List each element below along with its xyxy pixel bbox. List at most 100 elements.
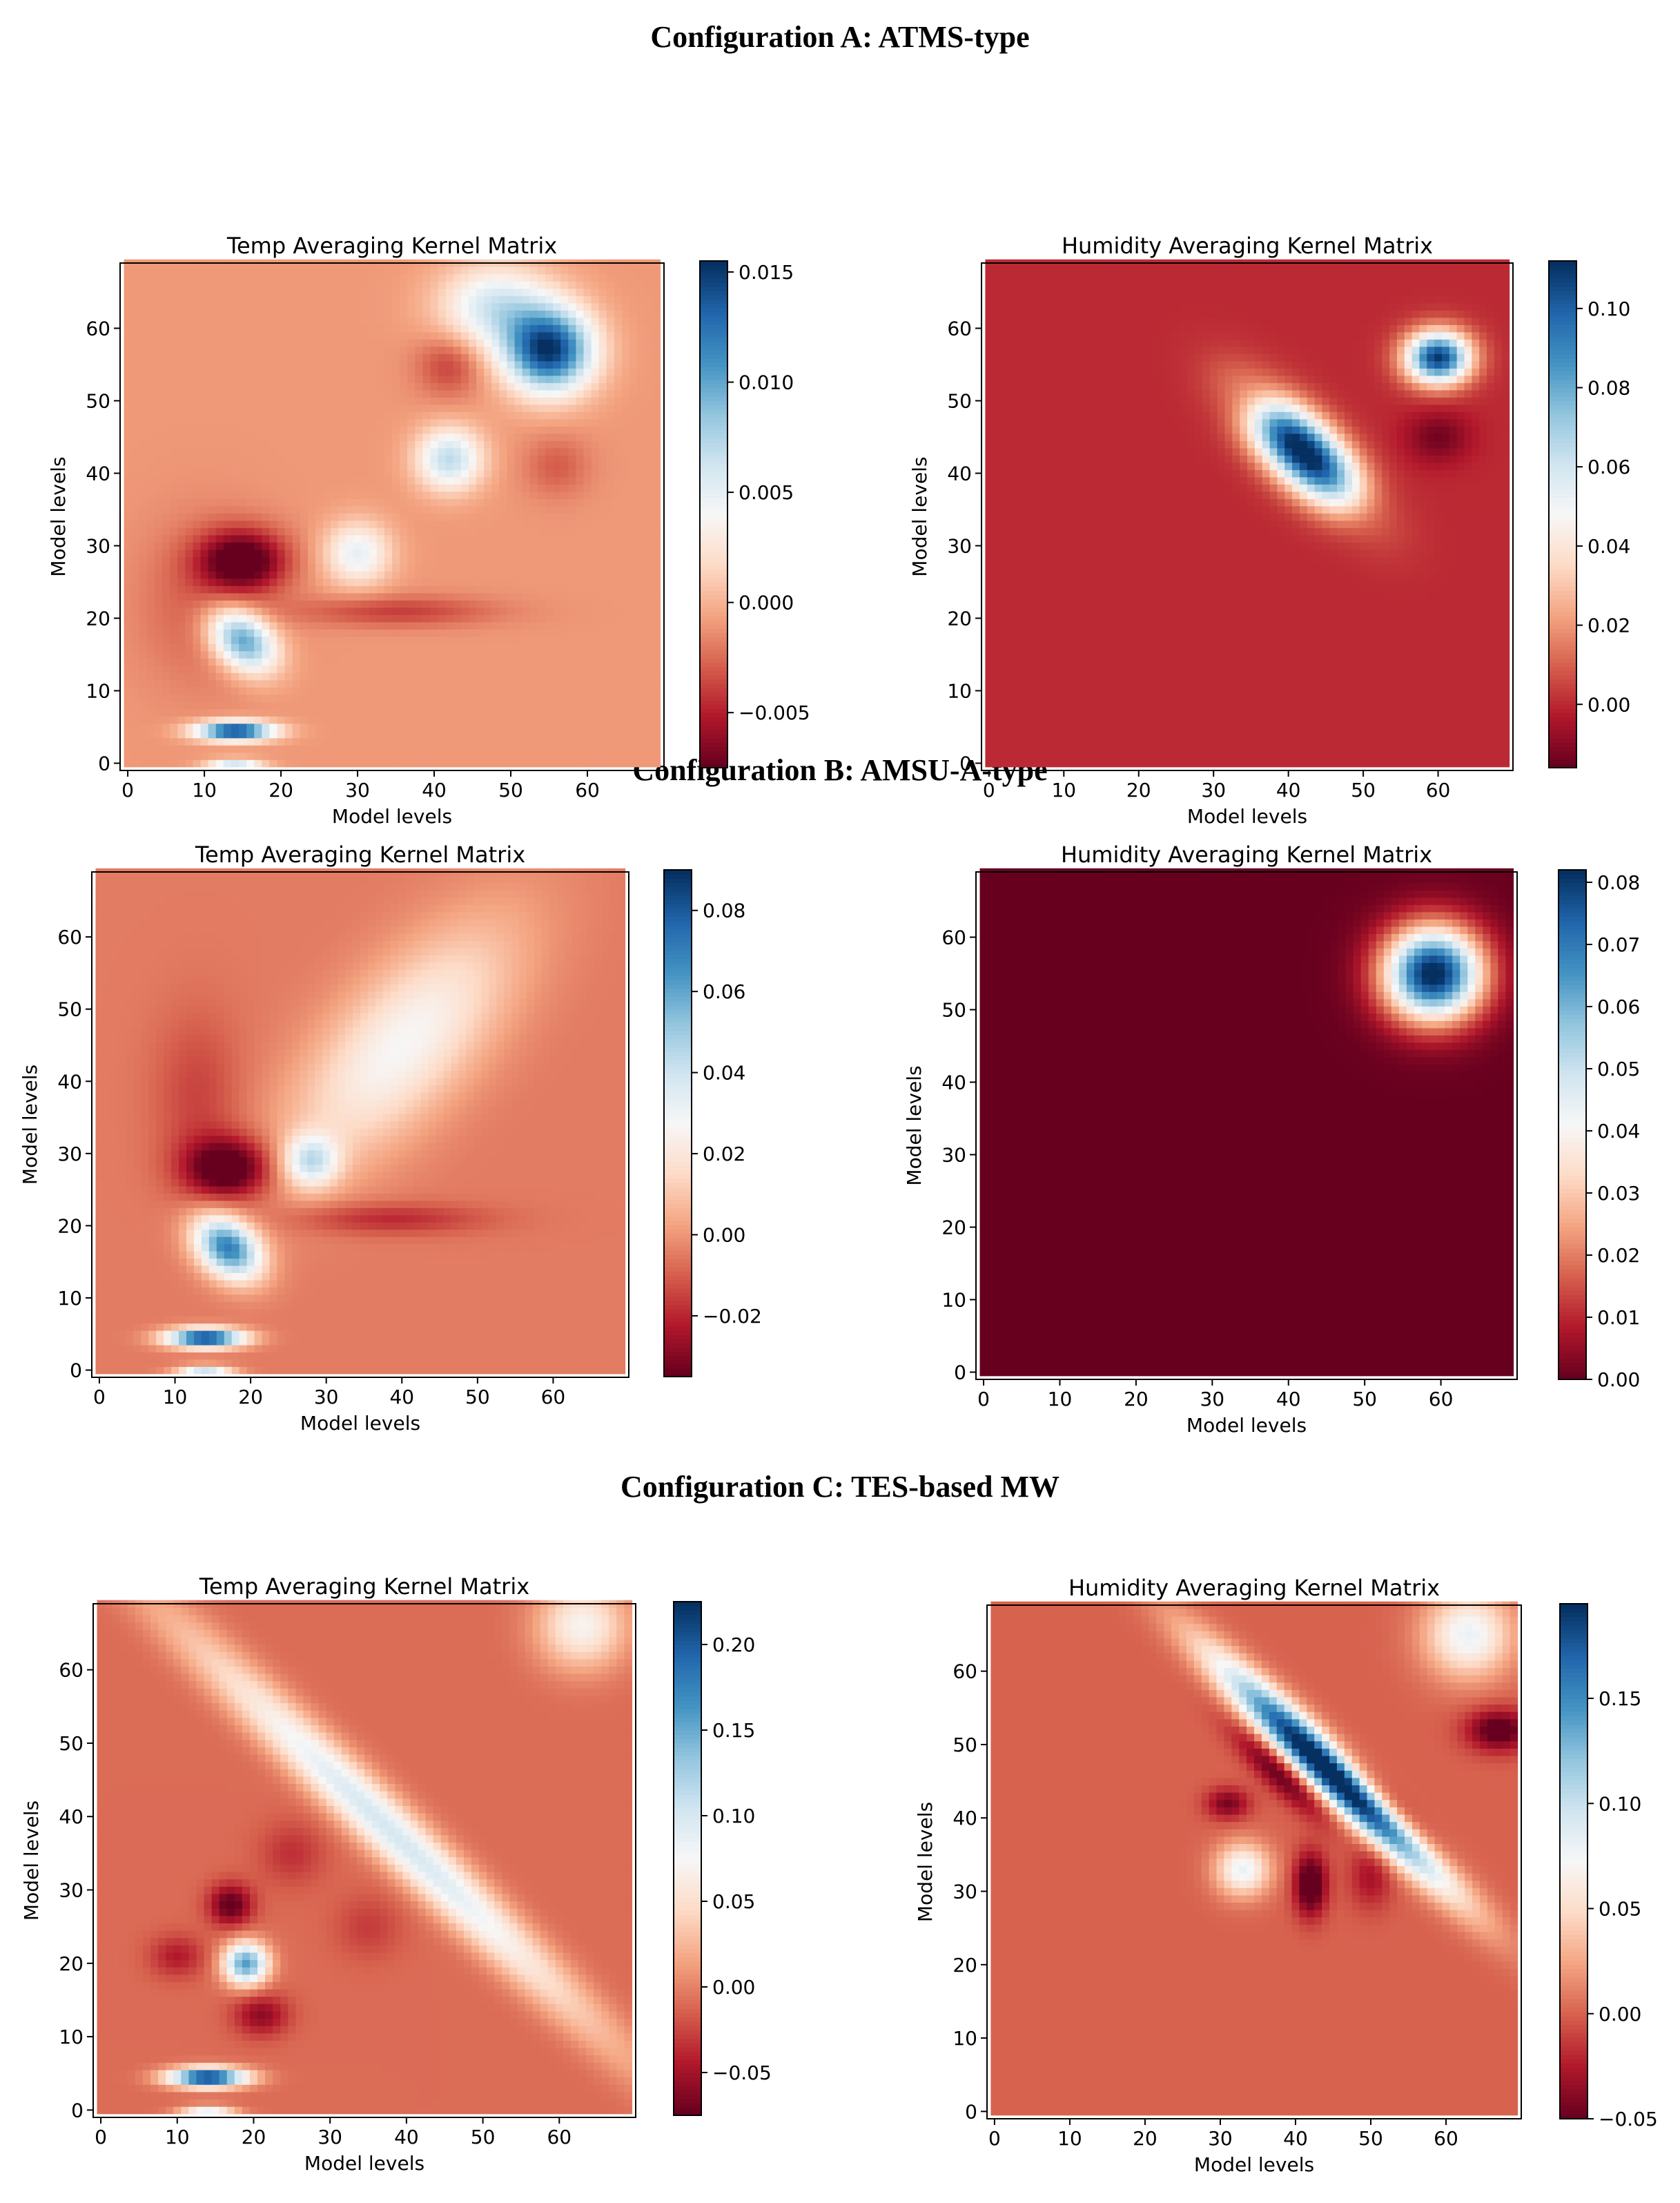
heatmap-cell [491, 433, 500, 441]
heatmap-cell [591, 672, 600, 681]
heatmap-cell [507, 571, 516, 579]
heatmap-cell [560, 621, 569, 630]
heatmap-cell [369, 375, 378, 383]
heatmap-cell [315, 339, 324, 347]
heatmap-cell [170, 476, 178, 485]
heatmap-cell [392, 607, 400, 615]
heatmap-cell [514, 513, 523, 521]
heatmap-cell [146, 621, 155, 630]
heatmap-cell [476, 621, 485, 630]
heatmap-cell [400, 426, 408, 434]
heatmap-cell [269, 723, 278, 731]
heatmap-cell [239, 353, 247, 362]
heatmap-cell [621, 687, 630, 695]
heatmap-cell [338, 672, 347, 681]
heatmap-cell [476, 585, 485, 594]
heatmap-cell [231, 418, 240, 427]
heatmap-cell [415, 549, 423, 557]
heatmap-cell [484, 447, 492, 456]
heatmap-cell [185, 534, 194, 543]
heatmap-cell [438, 418, 447, 427]
heatmap-cell [545, 513, 554, 521]
heatmap-cell [262, 266, 271, 275]
heatmap-cell [453, 281, 462, 289]
heatmap-cell [392, 672, 400, 681]
heatmap-cell [621, 563, 630, 572]
heatmap-cell [262, 520, 271, 528]
heatmap-cell [576, 418, 585, 427]
heatmap-cell [146, 484, 155, 492]
heatmap-cell [637, 389, 645, 398]
heatmap-cell [529, 288, 538, 296]
heatmap-cell [400, 462, 408, 470]
heatmap-cell [269, 498, 278, 507]
heatmap-cell [338, 752, 347, 760]
heatmap-cell [369, 585, 378, 594]
heatmap-cell [553, 556, 561, 565]
heatmap-cell [645, 716, 653, 724]
heatmap-cell [507, 505, 516, 514]
heatmap-cell [522, 556, 531, 565]
heatmap-cell [193, 426, 202, 434]
heatmap-cell [246, 701, 255, 710]
heatmap-cell [621, 331, 630, 340]
heatmap-cell [154, 397, 163, 405]
heatmap-cell [529, 382, 538, 391]
heatmap-cell [185, 469, 194, 478]
heatmap-cell [568, 650, 576, 659]
heatmap-cell [307, 375, 316, 383]
heatmap-cell [614, 360, 623, 369]
heatmap-cell [284, 491, 293, 499]
heatmap-cell [591, 745, 600, 753]
heatmap-cell [629, 411, 638, 420]
heatmap-cell [369, 455, 378, 463]
heatmap-cell [223, 273, 232, 282]
heatmap-cell [177, 658, 186, 666]
heatmap-cell [545, 317, 554, 325]
heatmap-cell [323, 505, 331, 514]
heatmap-cell [629, 723, 638, 731]
heatmap-cell [637, 716, 645, 724]
heatmap-cell [499, 513, 508, 521]
heatmap-cell [591, 513, 600, 521]
heatmap-cell [223, 701, 232, 710]
heatmap-cell [476, 708, 485, 717]
heatmap-cell [560, 745, 569, 753]
heatmap-cell [200, 636, 209, 644]
heatmap-cell [277, 498, 286, 507]
heatmap-cell [146, 281, 155, 289]
heatmap-cell [629, 281, 638, 289]
heatmap-cell [231, 614, 240, 623]
heatmap-cell [208, 745, 217, 753]
heatmap-cell [591, 578, 600, 586]
heatmap-cell [369, 368, 378, 376]
heatmap-cell [284, 324, 293, 333]
heatmap-cell [422, 331, 431, 340]
heatmap-cell [139, 600, 148, 608]
heatmap-cell [453, 708, 462, 717]
heatmap-cell [522, 621, 531, 630]
heatmap-cell [162, 578, 170, 586]
heatmap-cell [468, 716, 477, 724]
heatmap-cell [338, 636, 347, 644]
heatmap-cell [529, 636, 538, 644]
heatmap-cell [560, 513, 569, 521]
heatmap-cell [415, 672, 423, 681]
heatmap-cell [131, 476, 140, 485]
heatmap-cell [215, 375, 224, 383]
heatmap-cell [614, 759, 623, 768]
heatmap-cell [262, 687, 271, 695]
heatmap-cell [422, 411, 431, 420]
heatmap-cell [652, 643, 661, 652]
heatmap-cell [376, 346, 385, 354]
heatmap-cell [484, 629, 492, 637]
heatmap-cell [239, 672, 247, 681]
heatmap-cell [254, 672, 262, 681]
heatmap-cell [193, 694, 202, 702]
heatmap-cell [621, 447, 630, 456]
heatmap-cell [400, 694, 408, 702]
heatmap-cell [246, 534, 255, 543]
heatmap-cell [415, 563, 423, 572]
heatmap-cell [460, 295, 469, 304]
heatmap-cell [154, 607, 163, 615]
